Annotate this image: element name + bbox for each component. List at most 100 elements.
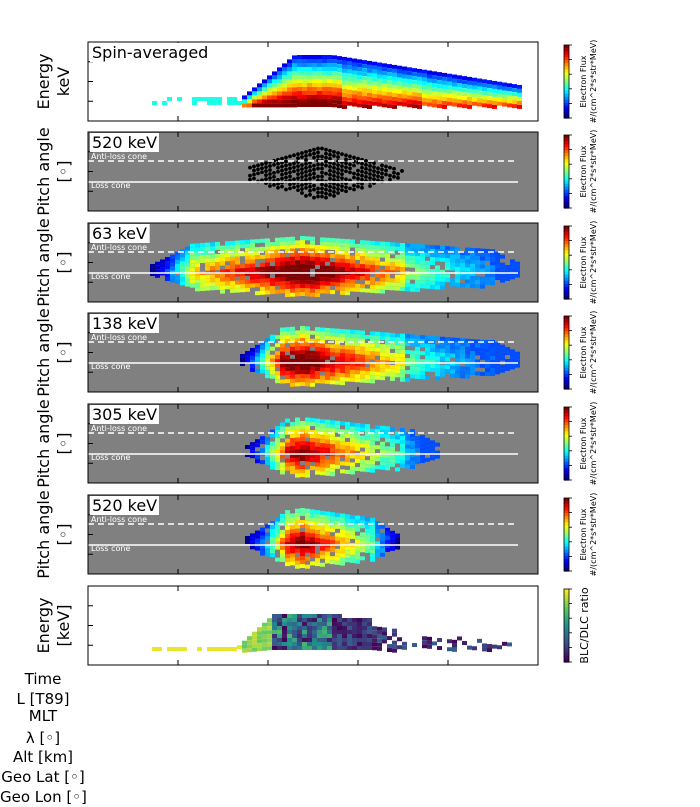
data-cell bbox=[415, 252, 420, 257]
data-cell bbox=[322, 618, 327, 622]
data-cell bbox=[327, 83, 332, 87]
data-cell bbox=[360, 362, 365, 367]
data-point bbox=[356, 172, 360, 177]
data-point bbox=[296, 172, 300, 177]
data-cell bbox=[330, 448, 335, 453]
data-cell bbox=[290, 557, 295, 562]
data-point bbox=[360, 173, 364, 178]
colorbar-swatch bbox=[564, 60, 569, 64]
data-cell bbox=[307, 626, 312, 630]
data-point bbox=[260, 162, 264, 167]
data-cell bbox=[397, 73, 402, 78]
data-point bbox=[304, 194, 308, 198]
data-cell bbox=[410, 350, 415, 355]
data-cell bbox=[382, 91, 387, 96]
colorbar-swatch bbox=[564, 513, 569, 517]
data-cell bbox=[347, 85, 352, 90]
data-cell bbox=[290, 280, 295, 285]
data-cell bbox=[290, 537, 295, 542]
data-cell bbox=[195, 279, 200, 284]
data-cell bbox=[390, 282, 395, 287]
data-cell bbox=[295, 429, 300, 434]
data-point bbox=[276, 165, 280, 170]
data-cell bbox=[285, 241, 290, 246]
anti-loss-cone-label: Anti-loss cone bbox=[91, 333, 147, 342]
data-cell bbox=[472, 97, 477, 102]
data-point bbox=[364, 158, 368, 163]
time-axis-label-l-shell: L [T89] bbox=[16, 690, 70, 708]
data-cell bbox=[345, 425, 350, 430]
data-cell bbox=[365, 541, 370, 546]
data-cell bbox=[342, 642, 347, 646]
data-cell bbox=[290, 350, 295, 355]
data-cell bbox=[320, 471, 325, 476]
colorbar-swatch bbox=[564, 265, 569, 270]
data-cell bbox=[302, 614, 307, 618]
data-cell bbox=[310, 553, 315, 558]
data-cell bbox=[320, 451, 325, 456]
data-cell bbox=[385, 269, 390, 274]
data-cell bbox=[192, 97, 197, 101]
data-point bbox=[308, 164, 312, 169]
data-cell bbox=[392, 88, 397, 93]
data-point bbox=[316, 154, 320, 159]
data-cell bbox=[390, 266, 395, 271]
data-cell bbox=[300, 288, 305, 292]
data-cell bbox=[345, 457, 350, 462]
data-cell bbox=[300, 520, 305, 524]
data-cell bbox=[352, 62, 357, 67]
data-cell bbox=[415, 350, 420, 355]
data-cell bbox=[325, 435, 330, 440]
data-cell bbox=[362, 96, 367, 101]
data-point bbox=[320, 182, 324, 187]
data-point bbox=[280, 172, 284, 177]
data-cell bbox=[477, 98, 482, 103]
data-cell bbox=[335, 246, 340, 251]
data-cell bbox=[310, 256, 315, 261]
data-cell bbox=[450, 254, 455, 259]
data-cell bbox=[305, 461, 310, 466]
data-cell bbox=[395, 274, 400, 279]
colorbar-swatch bbox=[564, 316, 569, 320]
data-cell bbox=[455, 357, 460, 362]
data-cell bbox=[340, 433, 345, 438]
data-cell bbox=[357, 630, 362, 634]
data-cell bbox=[410, 283, 415, 288]
data-cell bbox=[440, 253, 445, 258]
data-cell bbox=[372, 89, 377, 94]
data-cell bbox=[260, 440, 265, 445]
data-cell bbox=[317, 83, 322, 87]
data-cell bbox=[425, 268, 430, 273]
data-cell bbox=[280, 379, 285, 384]
data-cell bbox=[240, 244, 245, 249]
data-point bbox=[264, 169, 268, 174]
data-cell bbox=[360, 334, 365, 339]
data-cell bbox=[355, 539, 360, 544]
data-cell bbox=[285, 375, 290, 380]
data-cell bbox=[225, 273, 230, 278]
data-cell bbox=[365, 335, 370, 339]
colorbar-swatch bbox=[564, 334, 569, 338]
data-cell bbox=[355, 523, 360, 528]
data-cell bbox=[492, 100, 497, 105]
data-cell bbox=[277, 75, 282, 80]
data-cell bbox=[377, 66, 382, 71]
data-cell bbox=[267, 630, 272, 635]
data-cell bbox=[322, 634, 327, 638]
data-cell bbox=[317, 95, 322, 99]
data-cell bbox=[322, 95, 327, 99]
data-cell bbox=[242, 99, 247, 104]
data-cell bbox=[375, 433, 380, 438]
data-cell bbox=[315, 343, 320, 348]
data-cell bbox=[397, 93, 402, 98]
data-cell bbox=[290, 525, 295, 530]
data-cell bbox=[455, 361, 460, 366]
data-cell bbox=[300, 326, 305, 330]
data-cell bbox=[332, 618, 337, 622]
data-cell bbox=[195, 243, 200, 248]
data-cell bbox=[360, 524, 365, 529]
data-cell bbox=[327, 55, 332, 59]
data-cell bbox=[345, 279, 350, 284]
colorbar-swatch bbox=[564, 63, 569, 67]
data-point bbox=[284, 171, 288, 176]
